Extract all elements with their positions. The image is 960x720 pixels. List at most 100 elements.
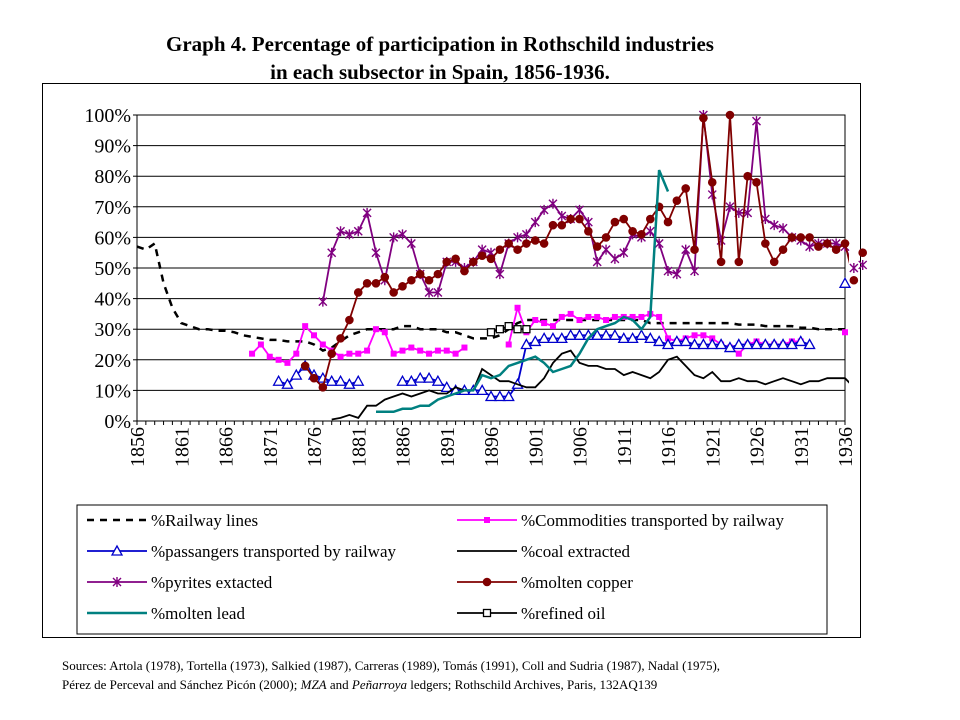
legend-label: %Railway lines <box>151 511 258 530</box>
series-2-point <box>591 328 604 340</box>
series-1-point <box>434 347 441 354</box>
y-tick-label: 10% <box>94 380 131 402</box>
series-5-point <box>610 217 620 227</box>
series-2-point <box>431 374 445 386</box>
series-1-point <box>284 359 291 366</box>
series-2-point <box>706 338 719 350</box>
x-tick-label: 1886 <box>393 427 415 467</box>
series-5-point <box>637 230 646 239</box>
series-4-point <box>521 229 531 240</box>
series-5-point <box>371 279 381 288</box>
x-tick-label: 1916 <box>658 427 680 467</box>
series-2-point <box>626 332 639 344</box>
series-1-point <box>381 329 388 336</box>
series-5-point <box>761 239 770 248</box>
series-1-point <box>842 329 848 336</box>
x-tick-label: 1876 <box>304 427 326 467</box>
legend-label: %pyrites extacted <box>151 573 273 592</box>
series-4-point <box>344 229 354 240</box>
series-1-point <box>567 310 574 317</box>
series-5-point <box>849 275 859 285</box>
x-tick-label: 1926 <box>747 427 769 467</box>
legend-label: %molten lead <box>151 604 245 623</box>
series-1-point <box>638 313 645 320</box>
series-5-point <box>460 266 469 276</box>
series-2-point <box>599 328 613 340</box>
series-2-point <box>608 328 622 340</box>
series-2-point <box>281 377 294 389</box>
series-5-point <box>778 245 788 254</box>
series-4-point <box>858 259 868 270</box>
series-4-point <box>318 296 328 307</box>
series-2-point <box>573 328 586 340</box>
y-tick-label: 0% <box>104 411 131 433</box>
series-1-point <box>346 350 353 357</box>
series-5-point <box>601 233 611 242</box>
series-1-point <box>408 344 415 351</box>
series-2-point <box>334 374 347 386</box>
series-2-point <box>502 390 515 402</box>
series-0-line <box>136 241 845 352</box>
series-2-point <box>422 371 436 383</box>
legend-marker <box>112 577 122 587</box>
series-4-point <box>513 232 523 243</box>
series-4-point <box>495 269 505 280</box>
series-6-line <box>376 169 670 414</box>
y-tick-label: 50% <box>94 258 131 280</box>
series-4-point <box>690 266 700 277</box>
series-1-point <box>691 332 698 339</box>
series-5-point <box>743 171 752 181</box>
series-2-point <box>396 374 409 386</box>
series-2-point <box>617 332 630 344</box>
series-4-point <box>424 287 434 298</box>
legend-marker <box>482 608 492 618</box>
series-5-point <box>486 254 496 264</box>
series-5-point <box>353 288 363 297</box>
series-4-point <box>610 253 620 264</box>
x-tick-label: 1861 <box>171 427 193 467</box>
series-2-point <box>714 338 728 350</box>
series-1-point <box>417 347 424 354</box>
series-1-point <box>257 341 264 348</box>
series-7-point <box>504 321 513 331</box>
legend-marker <box>110 544 124 556</box>
series-5-point <box>823 239 832 248</box>
series-1-point <box>735 350 742 357</box>
series-4-point <box>406 238 416 249</box>
series-5-line <box>304 114 849 390</box>
series-1-point <box>372 326 379 333</box>
y-tick-label: 60% <box>94 227 131 249</box>
series-2-point <box>723 341 737 353</box>
sources-line2-pre: Pérez de Perceval and Sánchez Picón (200… <box>62 677 301 692</box>
series-5-point <box>318 383 328 392</box>
series-1-point <box>505 341 512 348</box>
series-5-point <box>433 269 443 279</box>
series-7-point <box>513 325 522 334</box>
series-5-point <box>707 178 717 187</box>
legend-label: %passangers transported by railway <box>151 542 397 561</box>
x-tick-label: 1866 <box>216 427 238 467</box>
series-4-point <box>539 204 549 215</box>
x-tick-label: 1931 <box>791 427 813 467</box>
series-5-point <box>787 233 797 242</box>
series-5-point <box>628 226 637 236</box>
series-4-point <box>389 232 399 243</box>
series-5-point <box>442 257 452 267</box>
series-5-point <box>530 236 540 245</box>
series-7-point <box>522 325 531 334</box>
series-5-point <box>681 184 691 193</box>
series-2-point <box>476 384 489 396</box>
series-4-point <box>557 210 567 221</box>
series-1-point <box>558 313 565 320</box>
chart-frame <box>42 83 861 638</box>
x-tick-label: 1906 <box>570 427 592 467</box>
series-5-point <box>769 257 779 267</box>
series-5-point <box>672 196 682 205</box>
series-5-point <box>548 220 558 230</box>
x-tick-label: 1856 <box>127 427 149 467</box>
series-2-point <box>644 332 657 344</box>
series-1-point <box>603 317 610 324</box>
series-2-point <box>768 338 781 350</box>
series-2-point <box>679 335 692 347</box>
x-tick-label: 1901 <box>525 427 547 467</box>
